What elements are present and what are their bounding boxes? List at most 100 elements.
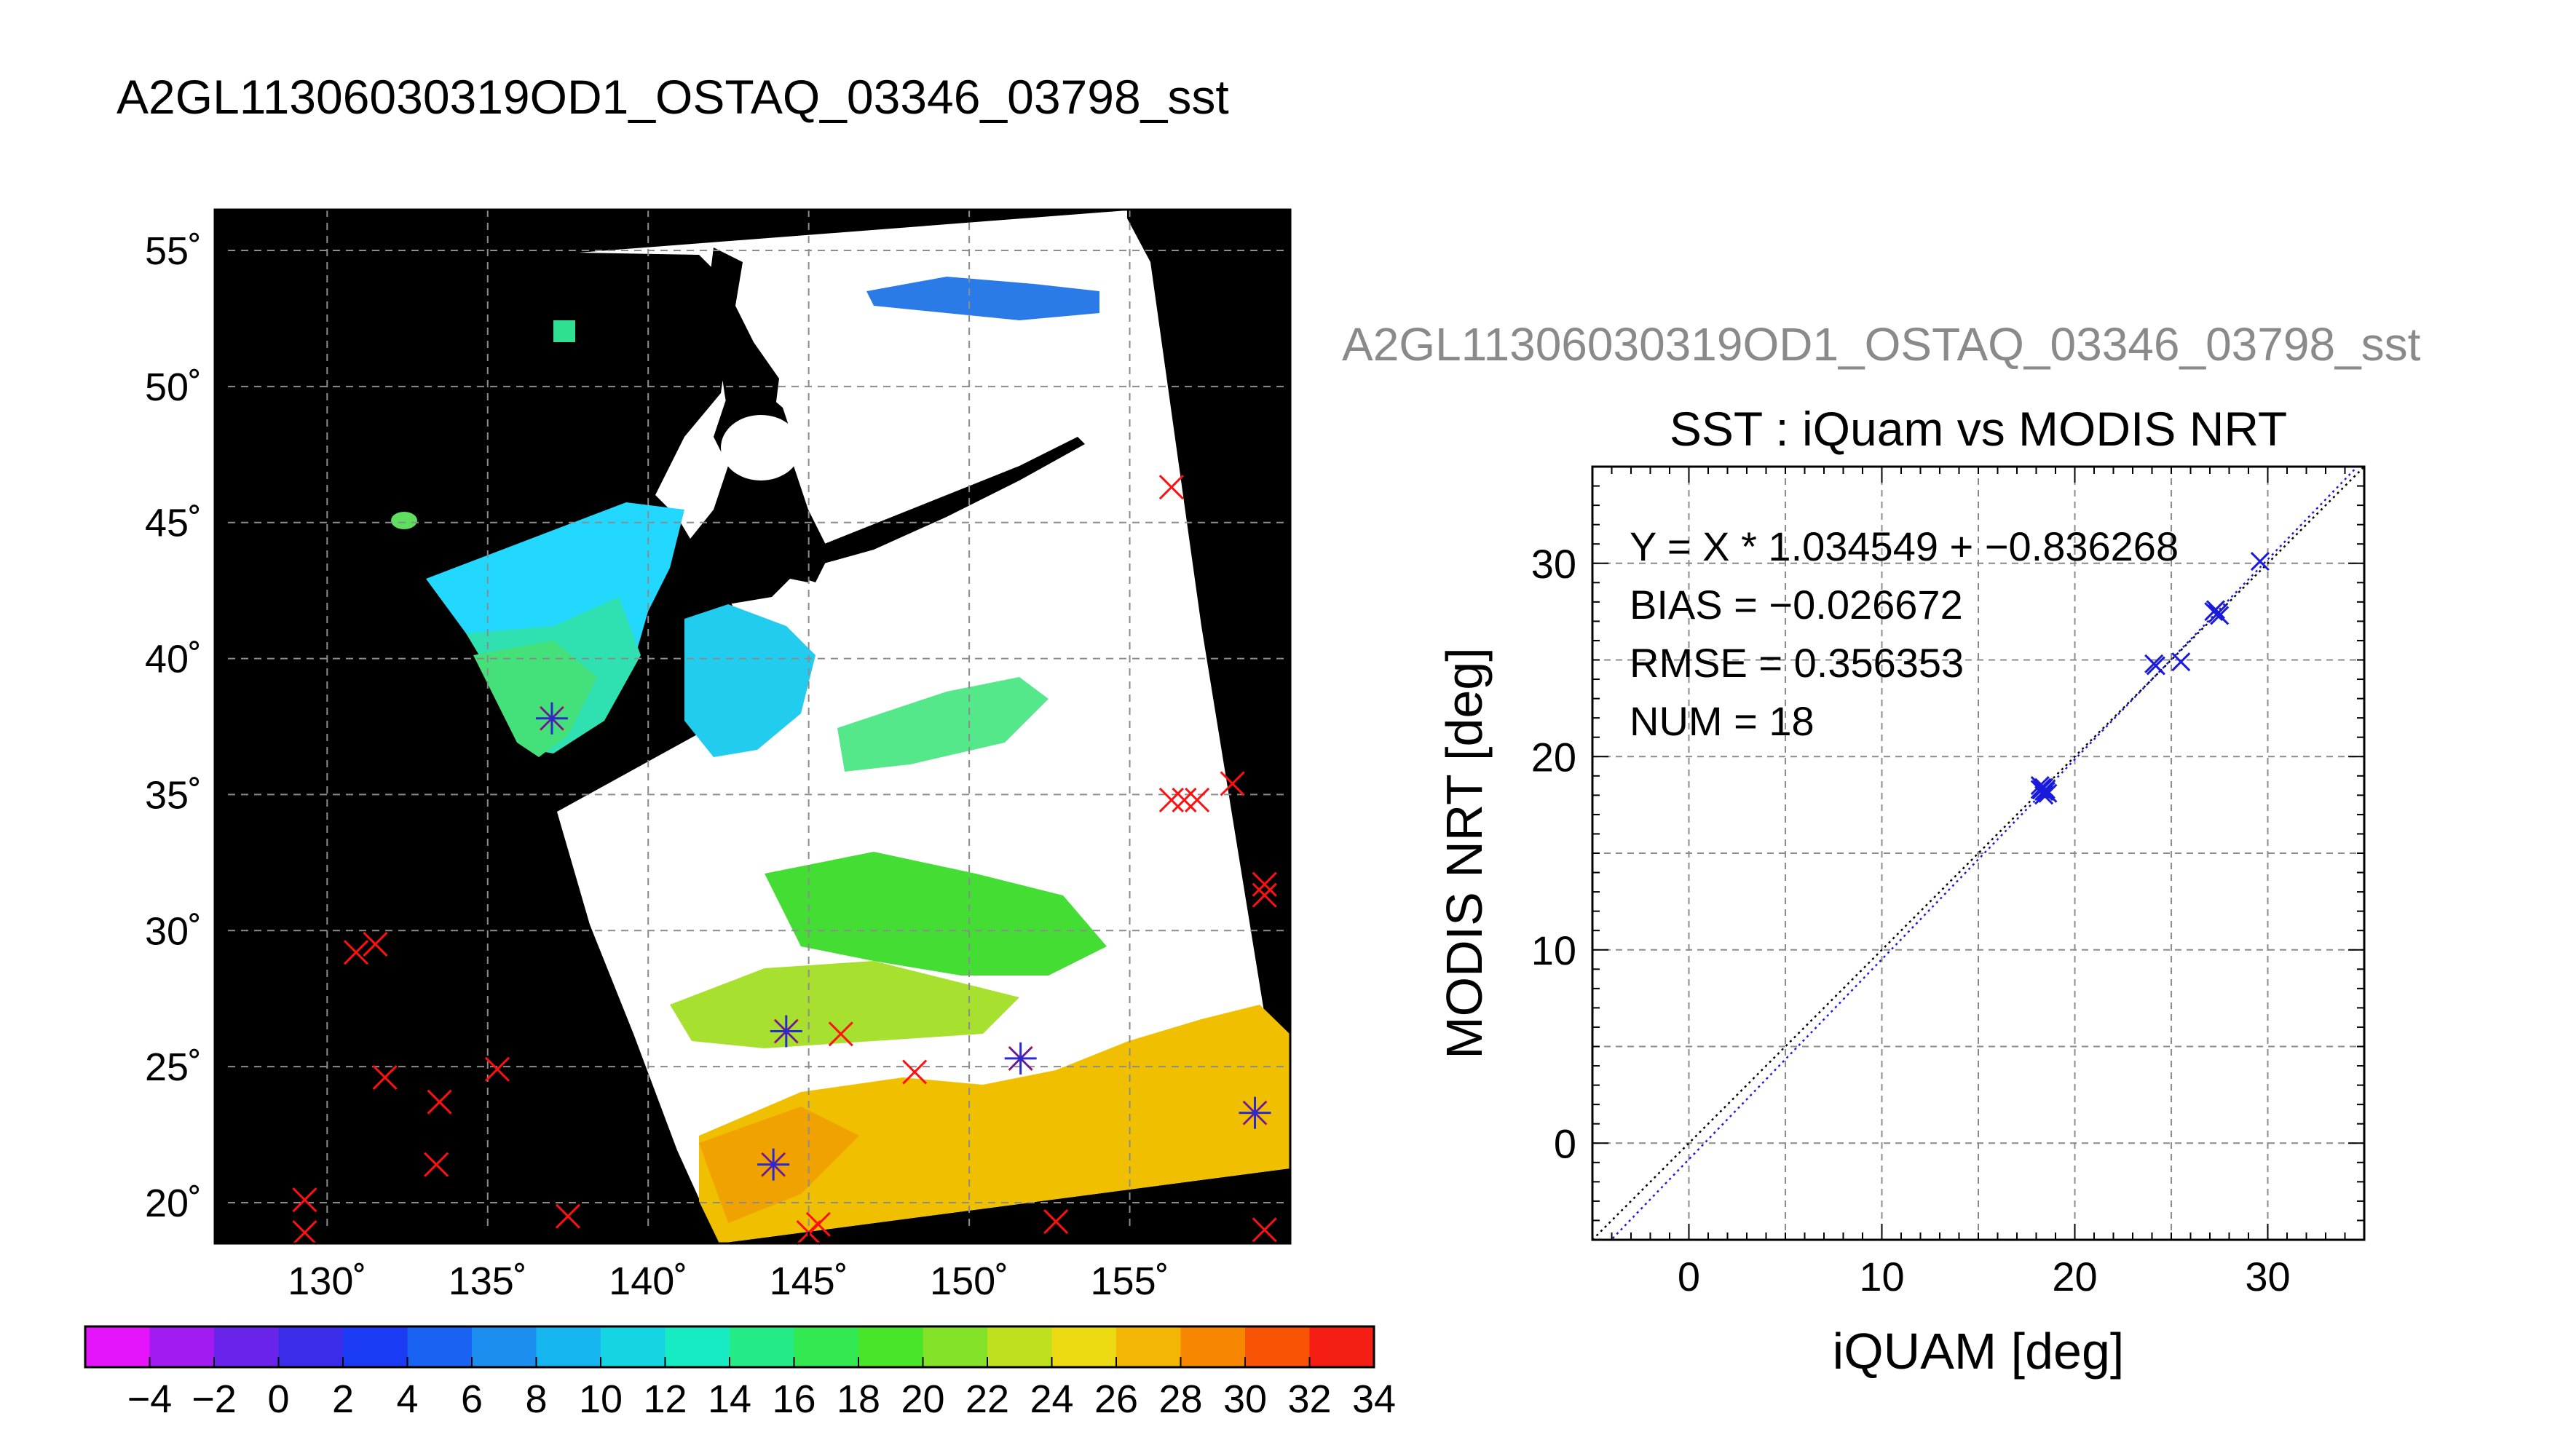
matchup-point: [1239, 1096, 1271, 1129]
iquam-point: [1220, 771, 1245, 796]
map-x-tick-label: 135˚: [449, 1259, 527, 1303]
scatter-point: [2030, 780, 2050, 799]
colorbar-cell: [987, 1326, 1052, 1367]
colorbar-cell: [214, 1326, 279, 1367]
colorbar-label: 28: [1158, 1377, 1202, 1421]
scatter-xlabel: iQUAM [deg]: [1833, 1323, 2125, 1380]
map-x-tick-label: 145˚: [770, 1259, 848, 1303]
colorbar-cell: [601, 1326, 666, 1367]
map-panel: 130˚ 135˚ 140˚ 145˚ 150˚ 155˚ 20˚ 25˚ 30˚ 35˚ 40˚ 4…: [145, 208, 1292, 1303]
colorbar-label: 20: [901, 1377, 944, 1421]
sst-patch-warm-orange: [699, 1005, 1290, 1243]
colorbar-label: 34: [1352, 1377, 1396, 1421]
colorbar: −4 −2 0 2 4 6 8 10 12 14 16 18 20 22 24 26 28 30 32 34: [84, 1325, 1396, 1421]
scatter-point: [2034, 786, 2054, 805]
colorbar-label: 4: [396, 1377, 418, 1421]
colorbar-label: 18: [837, 1377, 880, 1421]
map-y-tick-label: 55˚: [145, 229, 202, 273]
scatter-point: [2208, 604, 2227, 623]
stat-num: NUM = 18: [1630, 698, 1814, 744]
colorbar-label: 0: [267, 1377, 289, 1421]
colorbar-label: 24: [1030, 1377, 1073, 1421]
colorbar-cell: [1245, 1326, 1310, 1367]
sst-patch-subtropical-yellowgreen: [670, 961, 1019, 1048]
land-japan: [597, 248, 830, 757]
colorbar-cell: [472, 1326, 537, 1367]
iquam-point: [292, 1187, 317, 1213]
colorbar-cell: [1309, 1326, 1375, 1367]
colorbar-label: −4: [127, 1377, 173, 1421]
scatter-x-tick-label: 30: [2245, 1254, 2290, 1299]
map-y-tick-label: 30˚: [145, 909, 202, 953]
scatter-y-tick-label: 0: [1554, 1120, 1576, 1166]
colorbar-label: 8: [525, 1377, 547, 1421]
stat-bias: BIAS = −0.026672: [1630, 582, 1963, 628]
colorbar-cell: [665, 1326, 730, 1367]
map-y-tick-label: 25˚: [145, 1045, 202, 1089]
iquam-point: [1158, 475, 1184, 500]
colorbar-label: 12: [643, 1377, 687, 1421]
scatter-x-tick-label: 20: [2052, 1254, 2097, 1299]
scatter-ylabel: MODIS NRT [deg]: [1436, 647, 1493, 1059]
map-y-tick-label: 40˚: [145, 638, 202, 681]
scatter-point: [2204, 602, 2224, 622]
iquam-point: [424, 1152, 449, 1177]
colorbar-label: 22: [965, 1377, 1009, 1421]
scatter-point: [2034, 778, 2054, 797]
colorbar-label: 10: [579, 1377, 623, 1421]
colorbar-cell: [923, 1326, 988, 1367]
land-hokkaido: [728, 510, 823, 582]
colorbar-label: −2: [191, 1377, 237, 1421]
map-y-tick-label: 50˚: [145, 365, 202, 409]
colorbar-cells: [85, 1326, 1375, 1367]
scatter-top-label: A2GL11306030319OD1_OSTAQ_03346_03798_sst: [1342, 318, 2421, 371]
iquam-point: [372, 1064, 398, 1091]
kuril-line: [801, 437, 1085, 568]
colorbar-cell: [730, 1326, 794, 1367]
identity-line: [1592, 467, 2364, 1240]
matchup-point: [535, 702, 568, 735]
scatter-points: [2030, 552, 2270, 805]
scatter-x-tick-label: 0: [1678, 1254, 1700, 1299]
map-y-tick-label: 45˚: [145, 502, 202, 545]
colorbar-label: 2: [332, 1377, 354, 1421]
iquam-point: [1185, 787, 1210, 812]
sea-of-okhotsk-gap: [721, 415, 801, 480]
iquam-point: [1158, 787, 1184, 812]
sst-patch-islet: [391, 512, 417, 529]
colorbar-label: 32: [1287, 1377, 1331, 1421]
sst-patch-east-green: [837, 677, 1049, 772]
colorbar-label: 26: [1094, 1377, 1138, 1421]
stat-fit-equation: Y = X * 1.034549 + −0.836268: [1630, 523, 2179, 569]
map-y-tick-label: 35˚: [145, 773, 202, 817]
main-title: A2GL11306030319OD1_OSTAQ_03346_03798_sst: [117, 70, 1229, 124]
colorbar-label: 16: [772, 1377, 816, 1421]
scatter-panel: A2GL11306030319OD1_OSTAQ_03346_03798_sst…: [1342, 318, 2421, 1380]
scatter-y-tick-label: 10: [1531, 927, 1576, 973]
colorbar-label: 30: [1223, 1377, 1267, 1421]
scatter-y-tick-label: 30: [1531, 541, 1576, 587]
iquam-point: [292, 1219, 317, 1246]
map-markers: [292, 475, 1277, 1246]
iquam-point: [555, 1203, 581, 1229]
colorbar-frame: [84, 1325, 1375, 1369]
colorbar-cell: [536, 1326, 601, 1367]
sst-patch-small-green: [553, 320, 575, 342]
colorbar-labels: −4 −2 0 2 4 6 8 10 12 14 16 18 20 22 24 26 28 30 32 34: [127, 1377, 1396, 1421]
scatter-point: [2036, 781, 2056, 802]
iquam-point: [484, 1056, 510, 1082]
iquam-point: [1252, 1217, 1277, 1243]
iquam-point: [828, 1021, 853, 1047]
iquam-point: [363, 931, 388, 957]
iquam-point: [343, 940, 369, 965]
sst-patch-japan-sea-warm: [473, 641, 597, 757]
sst-patch-pacific-coast: [684, 604, 816, 757]
scatter-x-tick-label: 10: [1859, 1254, 1904, 1299]
colorbar-label: 6: [461, 1377, 483, 1421]
map-x-tick-label: 150˚: [930, 1259, 1008, 1303]
stat-rmse: RMSE = 0.356353: [1630, 640, 1964, 686]
colorbar-cell: [149, 1326, 215, 1367]
iquam-point: [1043, 1209, 1069, 1235]
scatter-point: [2146, 656, 2165, 676]
